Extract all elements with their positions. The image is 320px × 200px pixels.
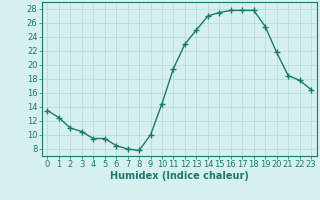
X-axis label: Humidex (Indice chaleur): Humidex (Indice chaleur) xyxy=(110,171,249,181)
